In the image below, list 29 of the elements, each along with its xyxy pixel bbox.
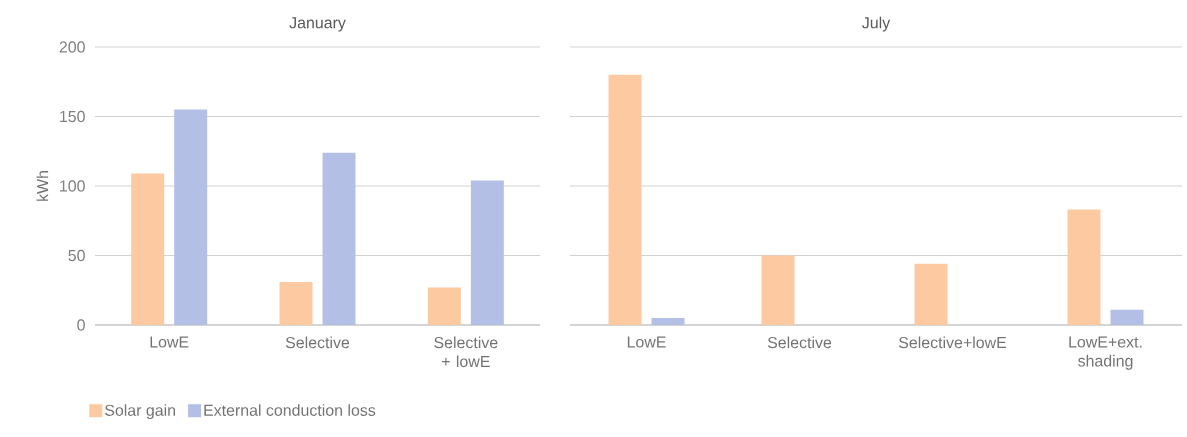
y-axis-title: kWh [36,171,49,201]
bar [322,152,356,325]
bar [427,287,461,325]
bar [131,173,165,325]
bar [914,263,948,325]
legend-label: External conduction loss [204,404,376,416]
x-tick-label: Selective+lowE [898,336,1007,349]
legend-label: Solar gain [105,404,175,420]
bar [1110,309,1144,325]
x-tick-label: LowE [150,336,189,348]
y-tick-label: 200 [59,41,85,53]
chart-title: January [289,17,346,32]
bar [608,74,642,325]
bar [279,281,313,325]
bar [761,255,795,325]
y-tick-label: 0 [77,319,85,331]
x-tick-label: Selective + lowE [434,336,498,368]
chart-title: July [862,16,891,32]
bar [470,180,504,325]
x-tick-label: Selective [285,336,350,349]
y-tick-label: 50 [68,249,85,262]
x-tick-label: LowE [627,336,666,348]
x-tick-label: LowE+ext. shading [1069,336,1142,370]
bar [651,318,685,325]
y-tick-label: 150 [60,110,85,123]
bar [174,109,208,325]
x-tick-label: Selective [767,336,832,349]
bar [1067,209,1101,325]
y-tick-label: 100 [60,180,85,192]
